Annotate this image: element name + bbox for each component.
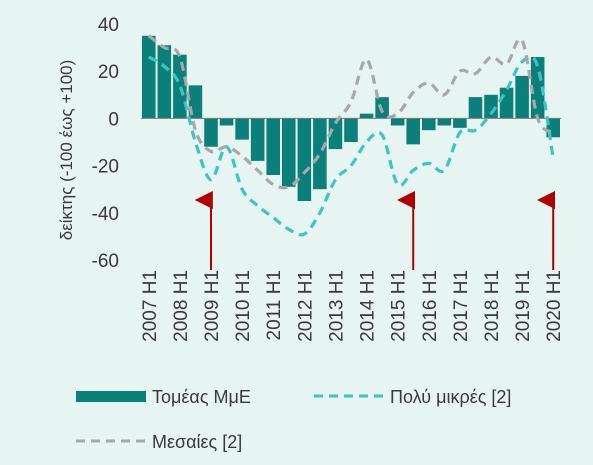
x-tick-label: 2016 H1: [420, 270, 441, 342]
legend-label-smes: Τομέας ΜμΕ: [152, 387, 251, 407]
bar: [266, 118, 280, 176]
x-tick-label: 2011 H1: [264, 270, 285, 340]
x-tick-label: 2008 H1: [171, 270, 192, 342]
x-tick-label: 2020 H1: [544, 270, 565, 342]
y-tick-label: -60: [92, 251, 119, 272]
bar: [282, 118, 296, 187]
x-tick-label: 2018 H1: [482, 270, 503, 342]
bar: [499, 87, 514, 119]
bar: [250, 118, 265, 161]
bar: [328, 118, 343, 150]
legend-label-medium: Μεσαίες [2]: [152, 432, 242, 452]
y-tick-label: -20: [92, 157, 119, 178]
very-small-firms-line: [147, 55, 555, 237]
x-tick-label: 2017 H1: [451, 270, 472, 342]
bar: [204, 118, 218, 147]
bar: [297, 118, 312, 201]
y-tick-label: -40: [92, 204, 119, 225]
y-axis-label: δείκτης (-100 έως +100): [57, 60, 76, 241]
x-axis: 2007 H1 2008 H1 2009 H1 2010 H1 2011 H1 2012 …: [140, 270, 565, 342]
annotation-arrows: [194, 191, 556, 270]
bar: [406, 118, 420, 145]
bar: [468, 97, 483, 119]
bar: [390, 118, 405, 126]
x-tick-label: 2019 H1: [513, 270, 534, 342]
x-tick-label: 2012 H1: [295, 270, 316, 342]
x-tick-label: 2014 H1: [358, 270, 379, 342]
bar: [359, 113, 374, 119]
medium-firms-line: [147, 34, 555, 190]
y-tick-label: 40: [98, 15, 119, 36]
y-tick-label: 0: [108, 109, 119, 130]
bar: [344, 118, 358, 142]
bar: [437, 118, 452, 126]
bars-group: [142, 35, 560, 201]
bar: [173, 54, 187, 119]
x-tick-label: 2010 H1: [233, 270, 254, 342]
y-tick-label: 20: [98, 62, 119, 83]
legend: Τομέας ΜμΕ Πολύ μικρές [2] Μεσαίες [2]: [76, 387, 511, 452]
x-tick-label: 2009 H1: [202, 270, 223, 342]
bar: [484, 94, 498, 119]
x-tick-label: 2015 H1: [389, 270, 410, 342]
x-tick-label: 2007 H1: [140, 270, 161, 342]
bar: [142, 35, 156, 119]
bar: [157, 45, 172, 119]
lines-group: [147, 34, 555, 237]
bar: [219, 118, 234, 126]
x-tick-label: 2013 H1: [326, 270, 347, 342]
bar: [515, 75, 529, 119]
bar: [422, 118, 436, 131]
bar: [235, 118, 249, 140]
legend-label-very-small: Πολύ μικρές [2]: [390, 387, 511, 407]
y-axis: 40 20 0 -20 -40 -60: [92, 15, 119, 272]
bar: [313, 118, 327, 190]
bar: [453, 118, 467, 128]
legend-swatch-smes: [76, 391, 146, 402]
